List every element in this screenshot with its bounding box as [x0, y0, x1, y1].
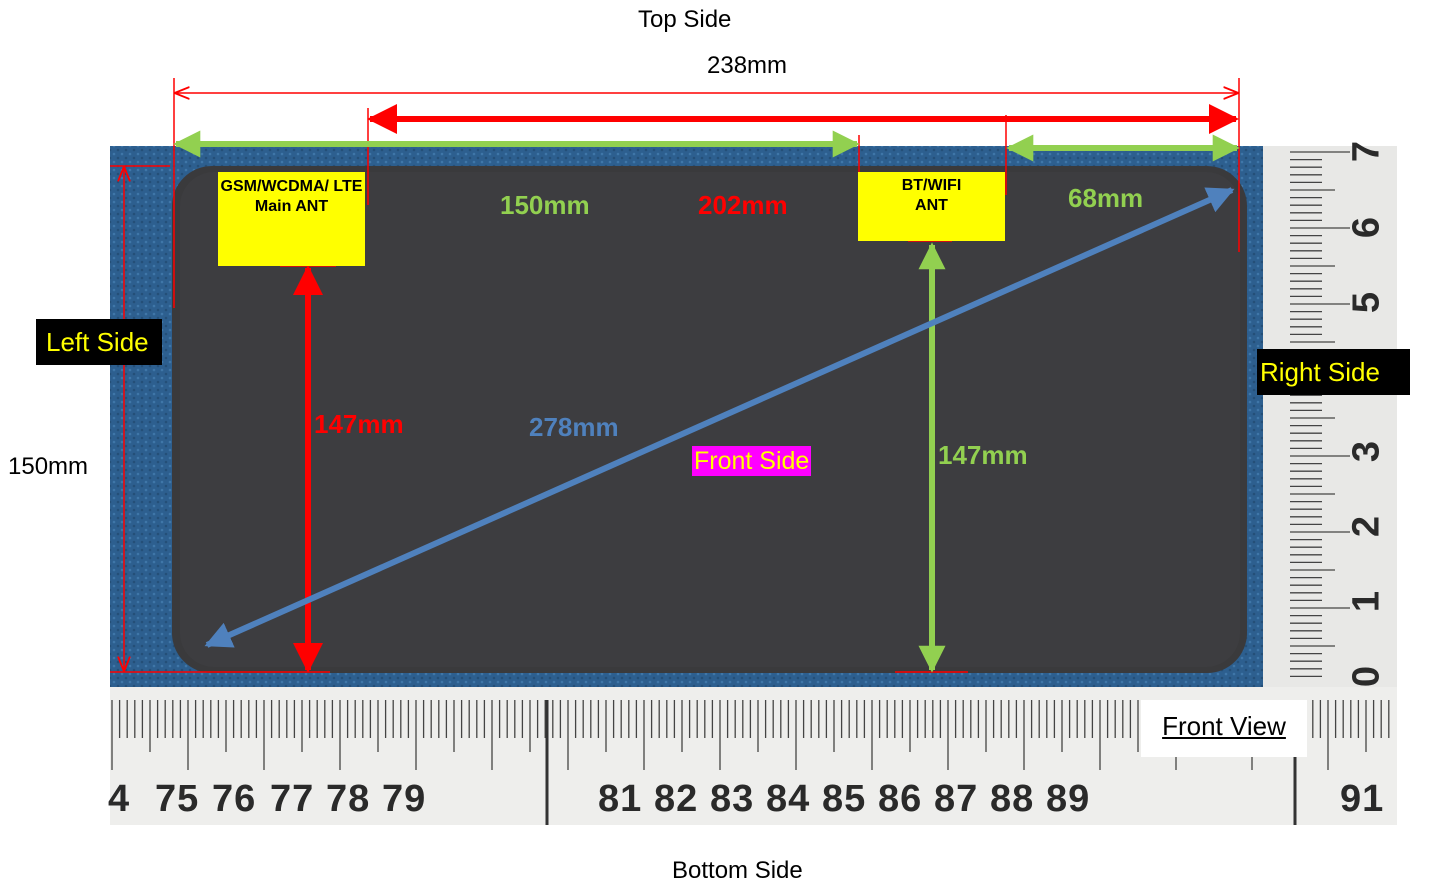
ruler-bottom-number: 82 — [654, 778, 699, 820]
front-view-label: Front View — [1141, 700, 1307, 757]
dist-68-label: 68mm — [1068, 183, 1144, 213]
ruler-bottom-number: 87 — [934, 778, 979, 820]
ruler-bottom-number: 83 — [710, 778, 755, 820]
left-side-label: Left Side — [36, 319, 162, 365]
main-antenna-box: GSM/WCDMA/ LTE Main ANT — [218, 172, 365, 266]
ruler-bottom-number: 76 — [212, 778, 257, 820]
diagonal-278-arrow — [204, 187, 1235, 648]
ruler-bottom-number: 81 — [598, 778, 643, 820]
ruler-bottom-number: 4 — [108, 778, 131, 820]
right-side-label: Right Side — [1257, 349, 1410, 395]
ruler-bottom-number: 78 — [326, 778, 371, 820]
ruler-bottom-number: 86 — [878, 778, 923, 820]
top-side-label: Top Side — [638, 6, 732, 33]
height-150-label: 150mm — [8, 453, 89, 480]
ruler-bottom-number: 88 — [990, 778, 1035, 820]
ruler-bottom-number: 89 — [1046, 778, 1091, 820]
right-ruler — [1263, 146, 1397, 687]
ruler-bottom-number: 85 — [822, 778, 867, 820]
main-ant-147-label: 147mm — [314, 409, 404, 439]
ruler-bottom-number: 79 — [382, 778, 427, 820]
diagonal-278-label: 278mm — [529, 412, 619, 442]
bt-ant-147-label: 147mm — [938, 440, 1028, 470]
dist-150-label: 150mm — [500, 190, 590, 220]
bottom-side-label: Bottom Side — [672, 857, 803, 884]
bt-wifi-antenna-box: BT/WIFI ANT — [858, 172, 1005, 241]
dist-202-label: 202mm — [698, 190, 788, 220]
front-side-label: Front Side — [692, 446, 812, 476]
width-238-label: 238mm — [707, 52, 788, 79]
ruler-bottom-number: 91 — [1340, 778, 1385, 820]
ruler-bottom-number: 75 — [155, 778, 200, 820]
ruler-bottom-number: 77 — [270, 778, 315, 820]
ruler-bottom-number: 84 — [766, 778, 811, 820]
